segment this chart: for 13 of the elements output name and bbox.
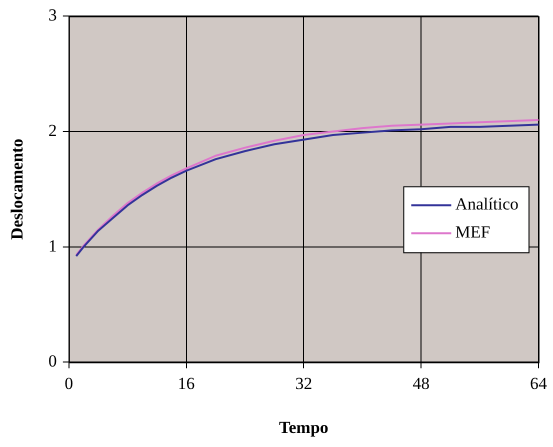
y-tick-label: 3 (48, 6, 57, 25)
x-tick-label: 0 (64, 374, 74, 393)
y-tick-label: 2 (48, 121, 57, 140)
x-axis-title: Tempo (278, 418, 328, 438)
x-tick-label: 16 (178, 374, 195, 393)
legend-label: MEF (455, 222, 490, 242)
x-tick-label: 32 (295, 374, 312, 393)
y-tick-label: 0 (48, 352, 57, 371)
y-axis-title: Deslocamento (8, 138, 27, 240)
x-tick-label: 64 (530, 374, 548, 393)
y-tick-label: 1 (48, 236, 57, 256)
legend-label: Analítico (455, 194, 519, 214)
x-tick-label: 48 (412, 374, 430, 393)
